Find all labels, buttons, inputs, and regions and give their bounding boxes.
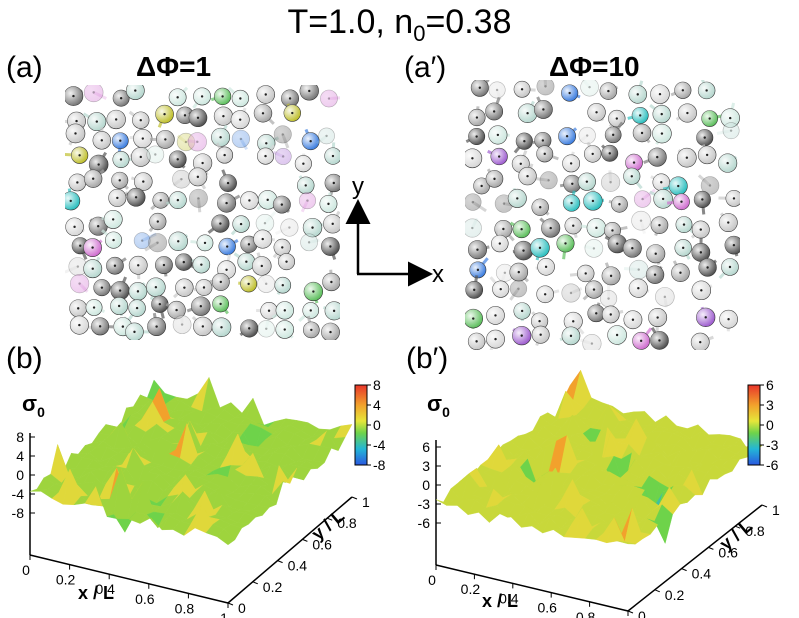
sigma-label-b: σ0 <box>22 391 45 420</box>
colorbar-b <box>354 384 368 466</box>
panel-label-b-prime: (b′) <box>406 342 449 375</box>
b-y-tick: 0 <box>238 600 246 616</box>
b-y-tick: 0.2 <box>263 579 283 595</box>
b-prime-x-tick: 0.2 <box>461 581 481 597</box>
b-prime-colorbar-tick: -3 <box>766 437 779 453</box>
panel-a-prime-dphi: ΔΦ=10 <box>549 51 640 82</box>
b-prime-x-tick: 0 <box>428 572 436 588</box>
x-axis-b <box>29 554 229 604</box>
colorbar-b-prime <box>747 384 761 466</box>
b-x-tick: 0.4 <box>95 581 115 597</box>
b-prime-y-tick: 0.4 <box>692 566 712 582</box>
panel-label-b: (b) <box>6 342 43 375</box>
panel-label-a: (a) <box>6 51 43 84</box>
particle-snapshot-a-prime <box>465 80 740 350</box>
b-y-tick: 0.8 <box>337 515 357 531</box>
x-axis-label-b-prime: x / L <box>482 591 518 611</box>
b-x-tick: 0.8 <box>175 600 195 616</box>
b-prime-colorbar-tick: 3 <box>766 397 774 413</box>
figure-title: T=1.0, n0=0.38 <box>287 3 512 46</box>
x-axis-label-b: x / L <box>78 583 114 603</box>
b-x-tick: 0.6 <box>135 591 155 607</box>
surface-mesh-b-prime <box>435 369 763 545</box>
b-prime-y-tick: 0.8 <box>745 523 765 539</box>
b-z-tick: -4 <box>12 486 25 502</box>
sigma-label-b-prime: σ0 <box>427 391 450 420</box>
panel-label-a-prime: (a′) <box>404 51 447 84</box>
y-axis-symbol: y <box>352 173 364 200</box>
b-x-tick: 0.2 <box>56 572 76 588</box>
b-prime-y-tick: 0.2 <box>665 587 685 603</box>
b-prime-y-tick: 0 <box>638 608 646 618</box>
x-axis-b-prime <box>435 564 629 612</box>
y-axis-b <box>227 496 353 604</box>
b-prime-colorbar-tick: 0 <box>766 417 774 433</box>
b-prime-z-tick: 0 <box>422 477 430 493</box>
panel-a-dphi: ΔΦ=1 <box>136 51 212 82</box>
surface-mesh-b <box>29 376 353 546</box>
b-colorbar-tick: 4 <box>373 397 381 413</box>
b-prime-x-tick: 0.4 <box>499 590 519 606</box>
b-colorbar-tick: 8 <box>373 377 381 393</box>
b-prime-y-tick: 1 <box>772 502 780 518</box>
particle-snapshot-a <box>65 85 340 340</box>
surface-plot-b: σ0 840-4-8 00.20.40.60.81 00.20.40.60.81… <box>12 376 386 618</box>
b-z-tick: 0 <box>16 467 24 483</box>
b-z-tick: 4 <box>16 448 24 464</box>
b-colorbar-tick: 0 <box>373 417 381 433</box>
b-z-tick: 8 <box>16 429 24 445</box>
x-axis-symbol: x <box>432 261 444 288</box>
surface-plot-b-prime: σ0 630-3-6 00.20.40.60.81 00.20.40.60.81… <box>418 369 780 618</box>
b-prime-z-tick: 3 <box>422 458 430 474</box>
b-prime-colorbar-tick: 6 <box>766 377 774 393</box>
b-prime-colorbar-tick: -6 <box>766 457 779 473</box>
b-prime-z-tick: 6 <box>422 439 430 455</box>
b-x-tick: 1 <box>220 610 228 618</box>
b-prime-x-tick: 0.6 <box>537 600 557 616</box>
xy-axes-indicator: y x <box>345 173 444 288</box>
b-prime-z-tick: -3 <box>418 496 431 512</box>
b-prime-x-tick: 0.8 <box>576 609 596 618</box>
b-y-tick: 0.4 <box>288 558 308 574</box>
b-x-tick: 0 <box>22 562 30 578</box>
b-y-tick: 1 <box>362 494 370 510</box>
b-z-tick: -8 <box>12 505 25 521</box>
b-prime-y-tick: 0.6 <box>718 544 738 560</box>
b-y-tick: 0.6 <box>312 536 332 552</box>
b-colorbar-tick: -8 <box>373 457 386 473</box>
b-prime-z-tick: -6 <box>418 515 431 531</box>
b-colorbar-tick: -4 <box>373 437 386 453</box>
y-axis-b-prime <box>627 504 763 612</box>
